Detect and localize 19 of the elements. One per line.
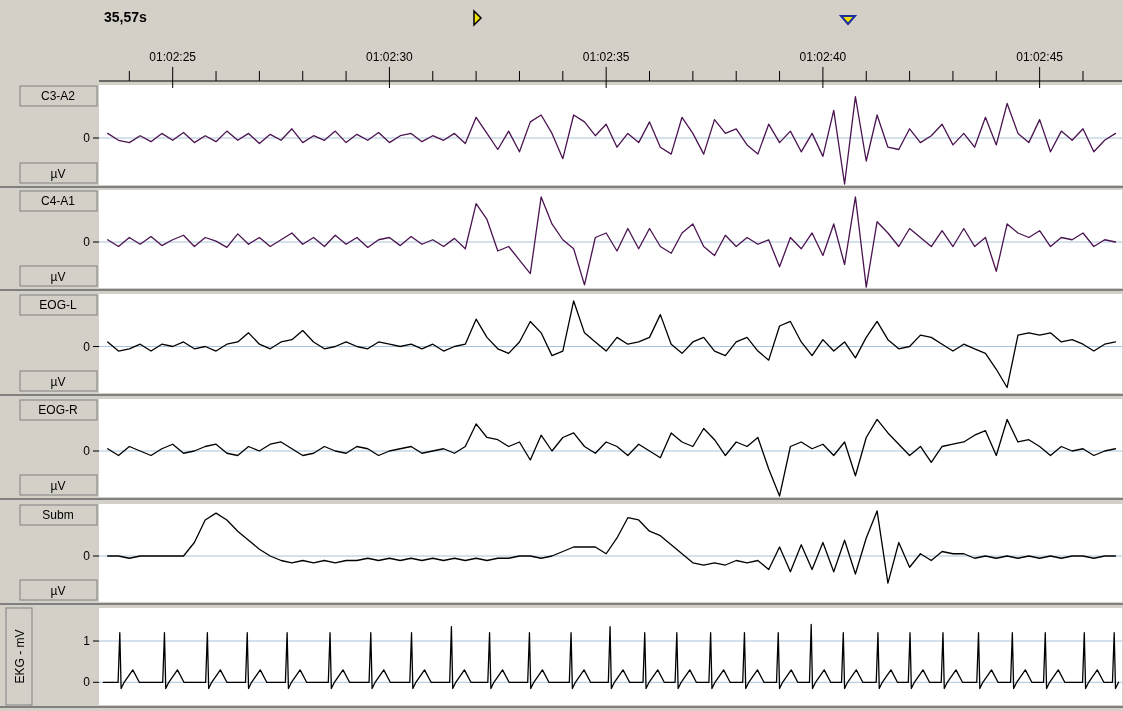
text: µV <box>50 270 66 284</box>
chart-title: 35,57s <box>104 9 148 25</box>
x-tick-label: 01:02:35 <box>582 50 630 64</box>
y-axis-title: EOG-L <box>39 298 77 312</box>
y-axis-title: Subm <box>42 508 74 522</box>
text: µV <box>50 375 66 389</box>
text: µV <box>50 479 66 493</box>
line-series <box>102 623 1120 690</box>
text: µV <box>50 167 66 181</box>
y-tick-label: 1 <box>83 634 91 649</box>
y-axis-title: C3-A2 <box>40 89 76 103</box>
y-axis-title: C4-A1 <box>40 194 76 208</box>
x-tick-label: 01:02:25 <box>149 50 197 64</box>
y-axis-title: EKG - mV <box>13 629 27 684</box>
text: µV <box>50 584 66 598</box>
y-axis-title: EOG-R <box>38 403 78 417</box>
x-tick-label: 01:02:40 <box>799 50 847 64</box>
x-tick-label: 01:02:45 <box>1016 50 1064 64</box>
x-tick-label: 01:02:30 <box>366 50 414 64</box>
